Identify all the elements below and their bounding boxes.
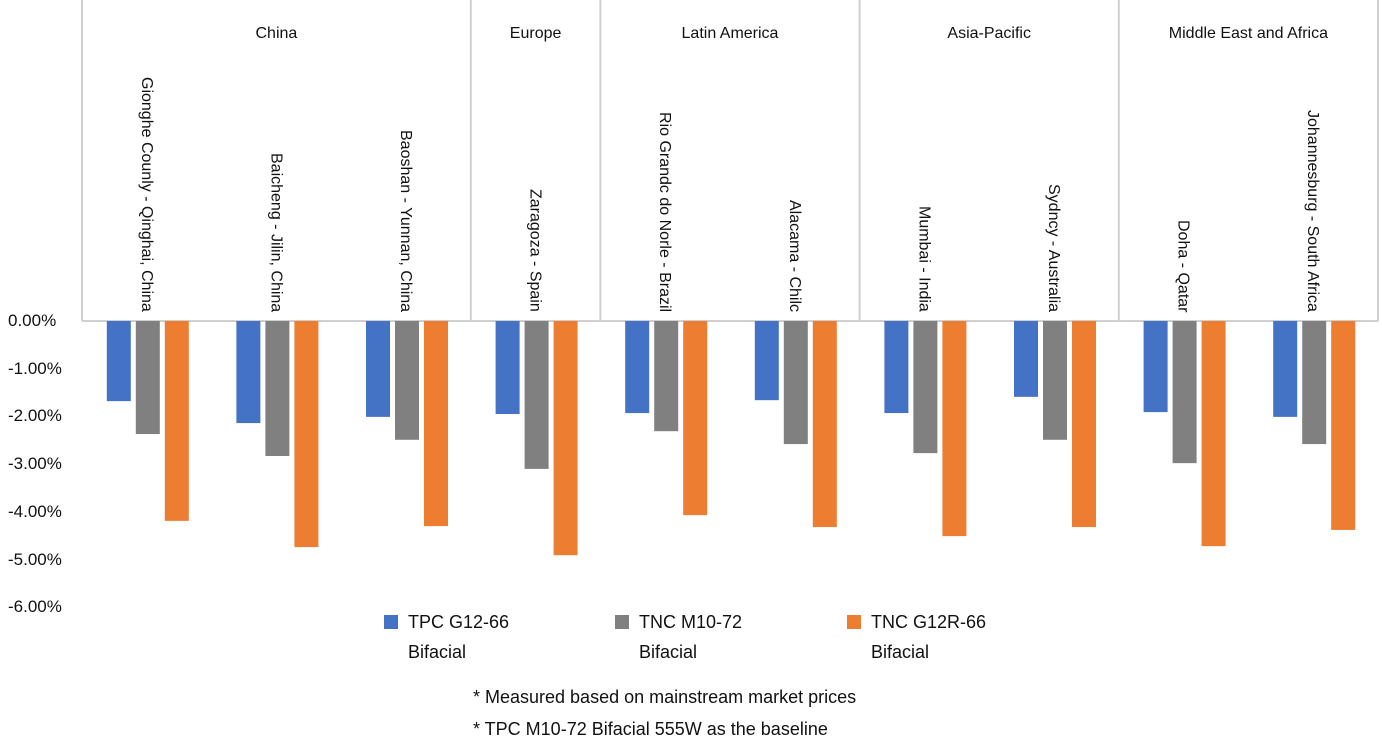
bar <box>424 321 448 527</box>
region-label: China <box>255 25 298 42</box>
legend-swatch <box>615 615 629 629</box>
bar <box>754 321 779 401</box>
bar <box>812 321 837 528</box>
legend-text: TNC G12R-66 <box>871 612 987 632</box>
category-label: Baoshan - Yunnan, China <box>397 129 414 312</box>
bar <box>683 321 708 516</box>
bar <box>1014 321 1038 397</box>
bar <box>236 321 261 424</box>
bar <box>265 321 290 456</box>
bar <box>942 321 967 537</box>
bar <box>106 321 131 402</box>
category-label: Mumbai - India <box>915 206 933 312</box>
category-label: Doha - Qatar <box>1174 219 1192 312</box>
category-label: Baicheng - Jilin, China <box>267 152 285 312</box>
bar <box>395 321 419 440</box>
bar <box>1072 321 1096 528</box>
category-label: Sydncy - Australia <box>1045 183 1062 312</box>
legend-text: TNC M10-72 <box>639 612 743 632</box>
legend-text: TPC G12-66 <box>408 612 510 632</box>
y-tick-label: -4.00% <box>8 501 62 521</box>
bar <box>164 321 189 521</box>
bar <box>553 321 578 556</box>
y-tick-label: -2.00% <box>8 406 62 426</box>
region-label: Europe <box>509 25 562 42</box>
legend-item-tnc-m10: TNC M10-72 Bifacial <box>615 607 743 667</box>
legend-text: Bifacial <box>639 642 698 662</box>
category-label: Rio Grandc do Norle - Brazil <box>656 111 674 312</box>
legend-item-tnc-g12r: TNC G12R-66 Bifacial <box>847 607 987 667</box>
bar <box>1043 321 1067 440</box>
region-label: Asia-Pacific <box>947 25 1031 42</box>
y-tick-label: -6.00% <box>8 597 62 617</box>
bar <box>654 321 679 432</box>
bar <box>495 321 520 415</box>
legend-swatch <box>384 615 398 629</box>
bar <box>1172 321 1197 464</box>
y-tick-label: -5.00% <box>8 549 62 569</box>
bar <box>524 321 549 469</box>
bar <box>625 321 650 414</box>
bar <box>1302 321 1327 445</box>
bar <box>783 321 808 445</box>
category-label: Gionghe Counly - Qinghai, China <box>137 77 155 312</box>
bar <box>1201 321 1226 547</box>
bar <box>1331 321 1356 530</box>
bar <box>1143 321 1168 413</box>
category-label: Zaragoza - Spain <box>526 189 544 312</box>
category-label: Johannesburg - South Africa <box>1304 110 1322 312</box>
footnote: * Measured based on mainstream market pr… <box>473 687 857 707</box>
y-tick-label: 0.00% <box>8 311 57 330</box>
bar <box>366 321 390 417</box>
region-label: Middle East and Africa <box>1168 25 1328 42</box>
footnote: * TPC M10-72 Bifacial 555W as the baseli… <box>473 719 828 739</box>
legend-text: Bifacial <box>871 642 930 662</box>
region-label: Latin America <box>681 25 779 42</box>
y-tick-label: -3.00% <box>8 454 62 474</box>
bar <box>135 321 160 435</box>
legend-item-tpc-g12: TPC G12-66 Bifacial <box>384 607 510 667</box>
y-tick-label: -1.00% <box>8 358 62 378</box>
bar <box>1273 321 1298 417</box>
legend-swatch <box>847 615 861 629</box>
category-label: Alacama - Chilc <box>785 199 803 312</box>
bar <box>884 321 909 414</box>
legend-text: Bifacial <box>408 642 467 662</box>
bar <box>913 321 938 454</box>
bar <box>294 321 319 548</box>
